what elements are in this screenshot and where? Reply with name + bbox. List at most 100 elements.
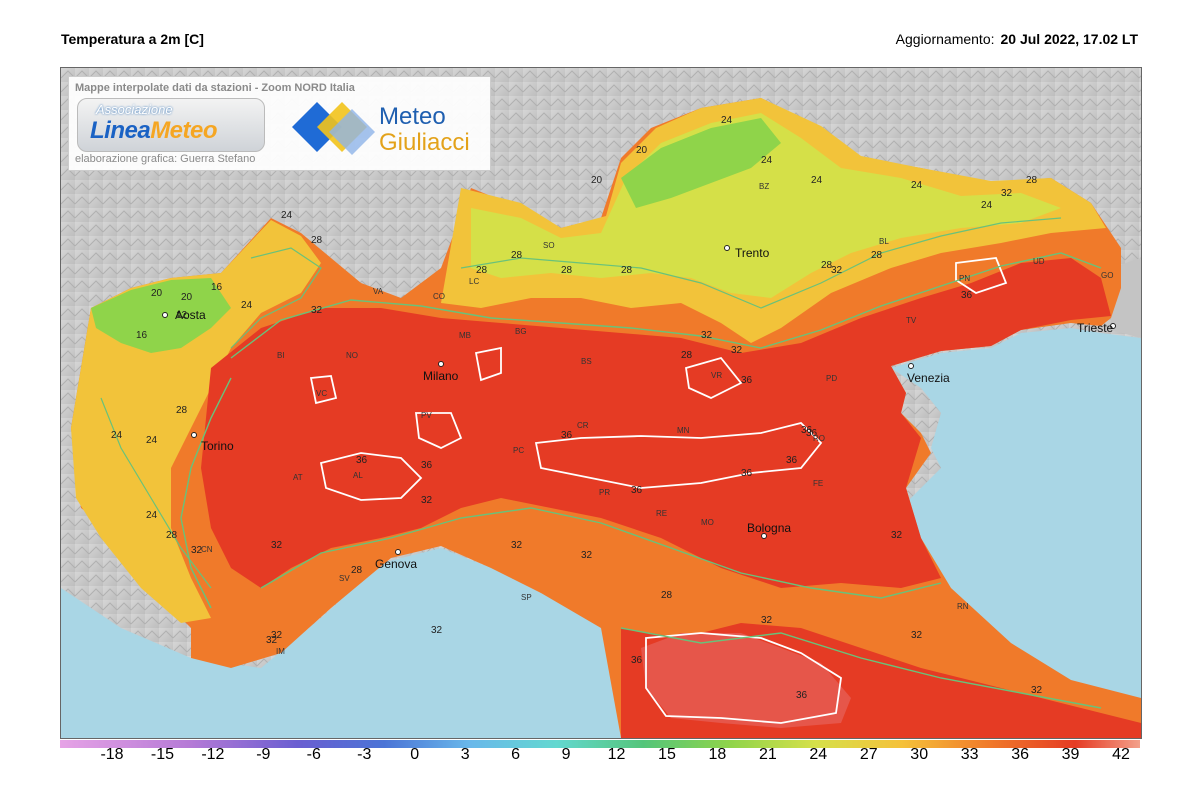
province-code: AL: [353, 471, 363, 480]
province-code: IM: [276, 647, 285, 656]
province-code: SO: [543, 241, 555, 250]
colorbar-tick-label: 30: [910, 746, 929, 763]
colorbar-tick-label: 12: [607, 746, 626, 763]
isotherm-label: 32: [191, 545, 203, 556]
colorbar-tick-label: -9: [256, 746, 271, 763]
province-code: SV: [339, 574, 350, 583]
isotherm-label: 36: [741, 468, 753, 479]
province-code: PD: [826, 374, 837, 383]
province-code: CN: [201, 545, 213, 554]
province-code: VR: [711, 371, 722, 380]
western-alps-green: [91, 278, 231, 353]
province-code: RO: [813, 434, 825, 443]
isotherm-label: 32: [701, 330, 713, 341]
isotherm-28: [460, 217, 1062, 309]
isotherm-label: 24: [911, 180, 923, 191]
province-code: VC: [316, 389, 327, 398]
isotherm-label: 28: [661, 590, 673, 601]
lineameteo-association: Associazione: [96, 102, 173, 117]
city-marker-genova: [395, 549, 401, 555]
isotherm-label: 28: [621, 265, 633, 276]
isotherm-label: 36: [741, 375, 753, 386]
isotherm-label: 32: [271, 630, 283, 641]
map-svg: 20 20 16 16 12 24 24 28 24 24 28 24 28 3…: [61, 68, 1141, 738]
city-label-aosta: Aosta: [175, 308, 206, 322]
isotherm-label: 32: [891, 530, 903, 541]
isotherm-label: 36: [796, 690, 808, 701]
colorbar-tick-label: -6: [306, 746, 321, 763]
province-code: FE: [813, 479, 823, 488]
city-markers: [162, 245, 1116, 555]
colorbar-tick-label: 6: [511, 746, 521, 763]
province-code: GO: [1101, 271, 1113, 280]
province-code: CR: [577, 421, 589, 430]
province-code: TV: [906, 316, 917, 325]
isotherm-label: 32: [421, 495, 433, 506]
isotherm-36: [309, 375, 338, 405]
colorbar-tick-label: -12: [201, 746, 225, 763]
province-code: BI: [277, 351, 285, 360]
colorbar: [60, 740, 1140, 748]
colorbar-tick-label: 21: [758, 746, 777, 763]
isotherm-36: [319, 452, 423, 501]
isotherm-28: [230, 247, 322, 349]
isotherm-32: [620, 627, 1102, 709]
isotherm-label: 36: [356, 455, 368, 466]
colorbar-tick-label: 33: [960, 746, 979, 763]
isotherm-label: 28: [1026, 175, 1038, 186]
isotherm-32: [180, 377, 232, 609]
isotherm-label: 24: [241, 300, 253, 311]
meteogiuliacci-line2: Giuliacci: [379, 129, 470, 156]
isotherm-label: 36: [561, 430, 573, 441]
province-code: MB: [459, 331, 471, 340]
isotherm-label: 36: [961, 290, 973, 301]
city-marker-bologna: [761, 533, 767, 539]
isotherm-label: 28: [166, 530, 178, 541]
colorbar-tick-label: 3: [460, 746, 470, 763]
isotherm-label: 12: [176, 310, 188, 321]
city-marker-venezia: [908, 363, 914, 369]
province-codes: BI NO VA CO LC SO BG BS MB VR PD TV PN U…: [201, 182, 1113, 656]
isotherm-labels: 20 20 16 16 12 24 24 28 24 24 28 24 28 3…: [111, 115, 1043, 701]
meteogiuliacci-icon: [292, 102, 375, 155]
isotherm-label: 36: [786, 455, 798, 466]
isotherm-label: 32: [271, 540, 283, 551]
isotherm-label: 24: [981, 200, 993, 211]
colorbar-tick-label: 18: [708, 746, 727, 763]
colorbar-gradient: [60, 740, 1140, 748]
isotherm-label: 20: [591, 175, 603, 186]
isotherm-label: 28: [311, 235, 323, 246]
lineameteo-logo: Associazione LineaMeteo: [77, 98, 265, 152]
province-code: MN: [677, 426, 690, 435]
logo-heading: Mappe interpolate dati da stazioni - Zoo…: [75, 82, 355, 94]
isotherm-label: 24: [146, 435, 158, 446]
isotherm-label: 36: [801, 425, 813, 436]
update-label: Aggiornamento:: [895, 31, 995, 47]
isotherm-label: 36: [421, 460, 433, 471]
isotherm-32-group: [180, 252, 1102, 709]
isotherm-label: 32: [311, 305, 323, 316]
city-label-genova: Genova: [375, 557, 417, 571]
province-code: LC: [469, 277, 479, 286]
province-code: PV: [421, 411, 432, 420]
province-code: PR: [599, 488, 610, 497]
isotherm-36: [474, 346, 502, 382]
province-code: UD: [1033, 257, 1045, 266]
isotherm-label: 24: [111, 430, 123, 441]
colorbar-tick-label: 9: [561, 746, 571, 763]
province-code: CO: [433, 292, 445, 301]
isotherm-label: 28: [871, 250, 883, 261]
adriatic-sea: [891, 328, 1141, 708]
province-code: BZ: [759, 182, 769, 191]
graphics-credit: elaborazione grafica: Guerra Stefano: [75, 153, 256, 165]
update-timestamp: Aggiornamento: 20 Jul 2022, 17.02 LT: [896, 31, 1138, 47]
city-marker-trento: [724, 245, 730, 251]
logo-panel: Mappe interpolate dati da stazioni - Zoo…: [68, 76, 491, 171]
isotherm-label: 32: [511, 540, 523, 551]
province-code: PN: [959, 274, 970, 283]
isotherm-label: 28: [476, 265, 488, 276]
isotherm-label: 16: [211, 282, 223, 293]
isotherm-label: 32: [911, 630, 923, 641]
province-code: VA: [373, 287, 384, 296]
colorbar-tick-label: -3: [357, 746, 372, 763]
